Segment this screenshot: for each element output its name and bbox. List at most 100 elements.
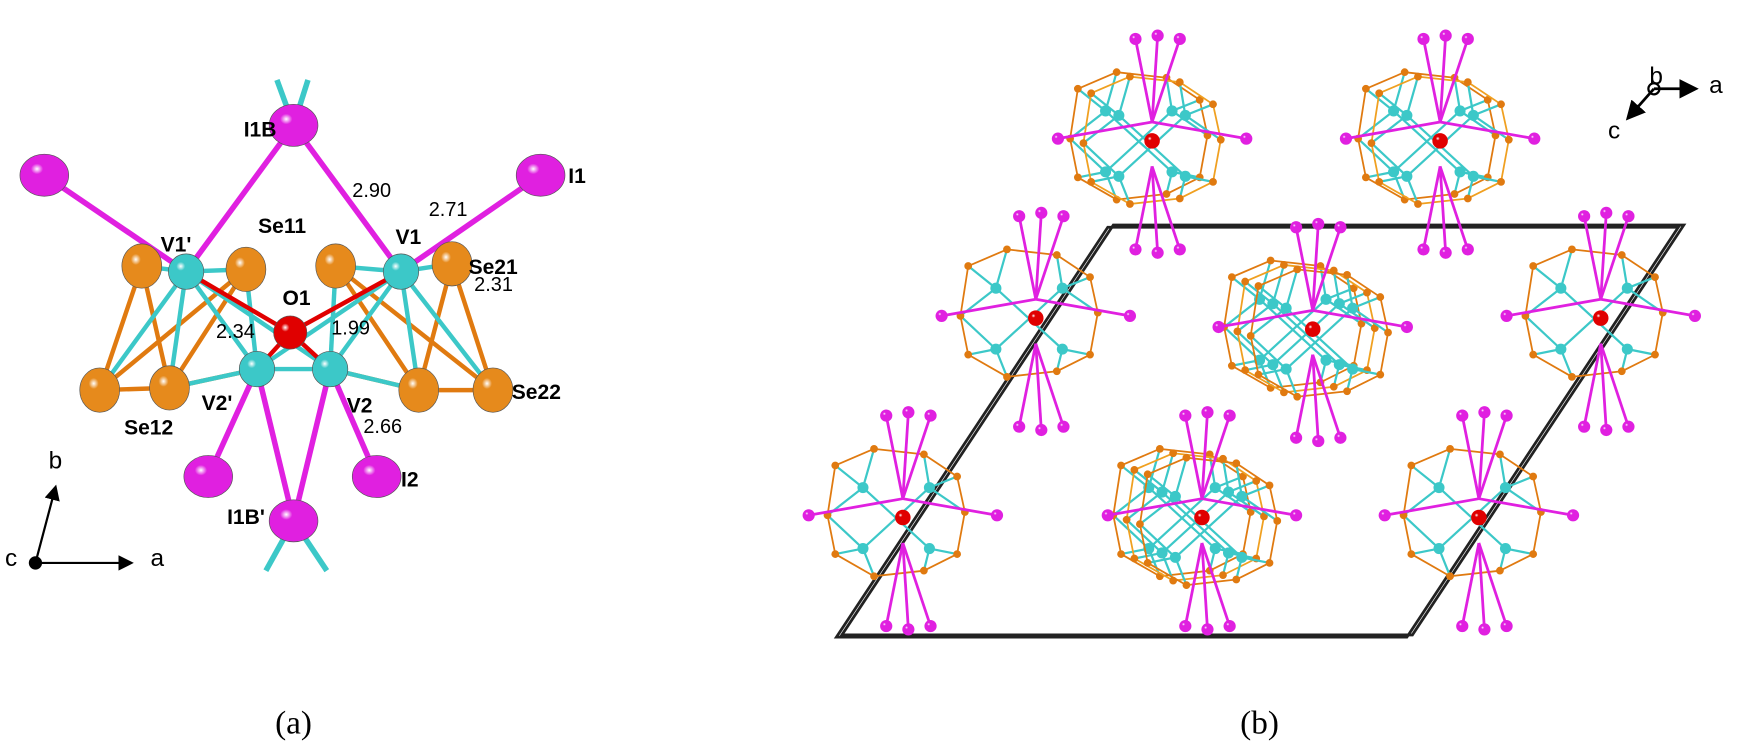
atom — [1617, 251, 1626, 259]
atom — [1363, 288, 1371, 297]
atom — [1578, 210, 1591, 223]
atom — [1600, 206, 1613, 219]
atom — [1439, 246, 1452, 259]
bond — [1370, 142, 1381, 183]
bond — [1378, 75, 1419, 95]
atom — [1528, 132, 1541, 145]
atom — [1156, 547, 1168, 559]
bond — [1223, 326, 1233, 366]
bond — [1410, 464, 1440, 489]
bond — [1235, 562, 1270, 581]
atom — [1079, 139, 1088, 147]
atom — [1151, 246, 1164, 259]
bond — [1069, 138, 1079, 178]
bond — [826, 465, 837, 516]
axis-label: a — [1709, 72, 1723, 99]
bond — [884, 415, 905, 499]
atom — [1212, 320, 1225, 334]
bond — [1178, 81, 1187, 116]
cluster — [1101, 406, 1303, 636]
atom — [1446, 572, 1454, 581]
bond — [901, 412, 910, 499]
atom — [1388, 166, 1400, 178]
atom — [964, 350, 973, 359]
atom — [472, 367, 514, 413]
atom — [857, 482, 869, 494]
bond — [1125, 518, 1163, 554]
atom — [1454, 105, 1466, 117]
bond — [1365, 71, 1406, 90]
bond — [184, 270, 259, 371]
bond — [967, 353, 1008, 378]
atom — [121, 243, 163, 289]
atom — [1499, 542, 1512, 555]
atom — [1219, 571, 1227, 579]
atom — [1463, 78, 1472, 87]
atom — [924, 619, 937, 633]
atom — [1600, 423, 1613, 437]
bond — [1125, 491, 1163, 521]
atom — [1273, 516, 1282, 525]
atom — [1182, 581, 1191, 589]
atom — [1497, 177, 1505, 186]
bond — [1082, 93, 1093, 144]
atom — [1504, 135, 1513, 144]
bond — [1231, 276, 1261, 301]
atom — [1339, 132, 1353, 145]
atom — [1375, 89, 1384, 98]
bond — [1285, 269, 1299, 309]
atom — [1246, 508, 1255, 516]
atom — [920, 566, 928, 575]
atom — [1592, 310, 1609, 326]
atom — [1266, 256, 1275, 265]
distance-label: 2.31 — [474, 274, 513, 296]
bond — [1017, 215, 1038, 300]
bond — [1231, 259, 1271, 278]
bond — [1270, 259, 1321, 267]
atom — [953, 550, 961, 558]
atom-label: V2 — [347, 394, 373, 417]
atom — [831, 461, 840, 470]
atom — [1333, 298, 1345, 310]
atom — [1483, 96, 1492, 104]
bond — [1379, 296, 1389, 333]
bond — [1160, 452, 1175, 493]
bond — [1370, 142, 1408, 178]
caption: (a) — [275, 704, 312, 741]
atom — [1194, 509, 1210, 526]
bond — [1134, 452, 1174, 471]
bond — [1571, 248, 1622, 256]
atom — [1378, 509, 1391, 522]
atom-label: V1 — [395, 226, 421, 249]
bond — [1055, 254, 1064, 289]
atom — [802, 509, 815, 522]
atom — [1236, 551, 1248, 563]
bond — [1449, 569, 1501, 578]
bond — [1150, 166, 1160, 253]
atom — [312, 351, 349, 388]
atom — [1500, 619, 1513, 633]
bond — [1249, 335, 1287, 370]
bond — [861, 448, 876, 488]
atom — [964, 262, 973, 270]
atom — [1232, 575, 1241, 584]
atom — [1057, 420, 1070, 433]
bond — [1404, 193, 1455, 201]
bond — [1258, 260, 1272, 300]
atom — [1456, 409, 1469, 422]
atom — [268, 103, 319, 147]
atom — [1126, 72, 1134, 81]
distance-label: 2.34 — [216, 321, 255, 343]
bond — [1112, 465, 1122, 516]
bond — [1620, 254, 1629, 289]
atom — [398, 367, 440, 413]
atom — [1320, 293, 1332, 305]
atom — [183, 455, 233, 498]
atom — [902, 623, 915, 636]
distance-label: 1.99 — [331, 317, 370, 339]
bond — [1477, 542, 1508, 627]
atom — [1035, 206, 1048, 219]
atom — [1227, 361, 1236, 370]
bond — [1378, 181, 1419, 205]
